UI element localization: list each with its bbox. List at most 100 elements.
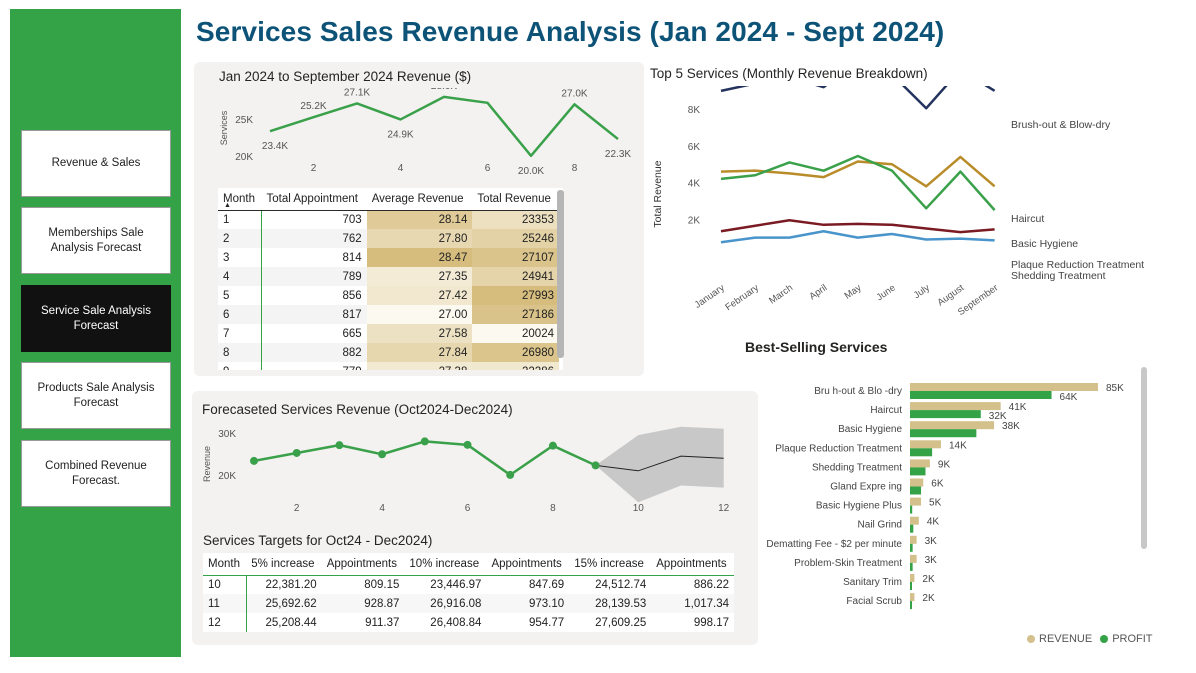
profit-bar bbox=[910, 486, 922, 495]
data-label: 24.9K bbox=[387, 129, 413, 140]
revenue-table: Month ▲ Total Appointment Average Revenu… bbox=[218, 188, 563, 370]
forecast-line bbox=[595, 455, 724, 472]
col-total-revenue[interactable]: Total Revenue bbox=[472, 188, 559, 211]
table-row[interactable]: 5 856 27.42 27993 bbox=[218, 286, 559, 305]
y-tick-label: 4K bbox=[688, 179, 701, 190]
confidence-band bbox=[595, 426, 724, 503]
table-cell: 11 bbox=[203, 594, 247, 613]
table-row[interactable]: 10 22,381.20 809.15 23,446.97 847.69 24,512.7… bbox=[203, 575, 734, 594]
data-point bbox=[292, 448, 301, 457]
x-tick-label: 8 bbox=[550, 503, 556, 514]
profit-bar bbox=[910, 562, 913, 571]
best-selling-scrollbar[interactable] bbox=[1141, 367, 1147, 549]
category-label: Dematting Fee - $2 per minute bbox=[766, 539, 902, 550]
table-cell: 6 bbox=[218, 305, 263, 324]
nav-memberships-forecast-button[interactable]: Memberships Sale Analysis Forecast bbox=[21, 207, 171, 274]
profit-bar bbox=[910, 429, 977, 438]
table-cell: 928.87 bbox=[321, 594, 405, 613]
table-row[interactable]: 12 25,208.44 911.37 26,408.84 954.77 27,609.2… bbox=[203, 613, 734, 632]
best-selling-legend: REVENUE PROFIT bbox=[1027, 633, 1153, 645]
table-row[interactable]: 3 814 28.47 27107 bbox=[218, 248, 559, 267]
x-tick-label: 6 bbox=[485, 163, 491, 174]
col-10pct-increase[interactable]: 10% increase bbox=[404, 553, 487, 576]
col-appointments-10pct[interactable]: Appointments bbox=[486, 553, 570, 576]
table-cell: 8 bbox=[218, 343, 263, 362]
table-row[interactable]: 2 762 27.80 25246 bbox=[218, 229, 559, 248]
x-tick-label: May bbox=[843, 282, 864, 301]
targets-table: Month 5% increase Appointments 10% incre… bbox=[203, 553, 734, 632]
nav-revenue-sales-button[interactable]: Revenue & Sales bbox=[21, 130, 171, 197]
table-cell: 20024 bbox=[472, 324, 559, 343]
col-5pct-increase[interactable]: 5% increase bbox=[246, 553, 322, 576]
revenue-bar bbox=[910, 459, 930, 468]
profit-bar bbox=[910, 524, 914, 533]
col-appointments-15pct[interactable]: Appointments bbox=[651, 553, 734, 576]
category-label: Sanitary Trim bbox=[843, 577, 902, 588]
revenue-data-label: 4K bbox=[927, 517, 940, 528]
table-cell: 27.35 bbox=[366, 267, 473, 286]
nav-products-forecast-button[interactable]: Products Sale Analysis Forecast bbox=[21, 362, 171, 429]
profit-bar bbox=[910, 410, 981, 419]
table-cell: 28,139.53 bbox=[569, 594, 652, 613]
col-total-appointment[interactable]: Total Appointment bbox=[261, 188, 367, 211]
y-tick-label: 20K bbox=[235, 152, 253, 163]
data-point bbox=[250, 456, 258, 465]
table-cell: 809.15 bbox=[321, 575, 405, 594]
x-tick-label: 12 bbox=[718, 503, 730, 514]
profit-bar bbox=[910, 505, 913, 514]
table-cell: 23353 bbox=[472, 210, 559, 229]
revenue-data-label: 2K bbox=[922, 593, 935, 604]
y-axis-label: Revenue bbox=[202, 446, 212, 482]
col-15pct-increase[interactable]: 15% increase bbox=[569, 553, 652, 576]
y-tick-label: 6K bbox=[688, 142, 701, 153]
table-cell: 9 bbox=[218, 362, 263, 370]
sort-ascending-icon: ▲ bbox=[224, 202, 231, 209]
profit-bar bbox=[910, 582, 912, 590]
table-row[interactable]: 8 882 27.84 26980 bbox=[218, 343, 559, 362]
table-cell: 954.77 bbox=[486, 613, 570, 632]
table-cell: 7 bbox=[218, 324, 263, 343]
x-tick-label: 10 bbox=[633, 503, 645, 514]
col-appointments-5pct[interactable]: Appointments bbox=[321, 553, 405, 576]
revenue-table-scrollbar[interactable] bbox=[557, 190, 564, 358]
profit-bar bbox=[910, 391, 1052, 399]
profit-legend-dot bbox=[1100, 635, 1109, 643]
table-row[interactable]: 4 789 27.35 24941 bbox=[218, 267, 559, 286]
nav-combined-forecast-button[interactable]: Combined Revenue Forecast. bbox=[21, 440, 171, 507]
y-tick-label: 8K bbox=[688, 105, 701, 116]
table-row[interactable]: 977927.3822286 bbox=[218, 362, 559, 370]
col-average-revenue[interactable]: Average Revenue bbox=[366, 188, 473, 211]
series-line bbox=[720, 154, 996, 211]
col-month-label: Month bbox=[223, 192, 255, 205]
data-point bbox=[335, 441, 344, 450]
profit-bar bbox=[910, 467, 926, 476]
table-row[interactable]: 1 703 28.14 23353 bbox=[218, 210, 559, 229]
revenue-data-label: 5K bbox=[929, 498, 942, 509]
table-cell: 779 bbox=[261, 362, 367, 370]
profit-bar bbox=[910, 543, 913, 552]
data-point bbox=[506, 470, 515, 479]
x-tick-label: February bbox=[723, 282, 761, 313]
table-cell: 762 bbox=[261, 229, 367, 248]
forecast-chart-title: Forecaseted Services Revenue (Oct2024-De… bbox=[202, 402, 513, 417]
y-tick-label: 20K bbox=[218, 471, 236, 482]
table-row[interactable]: 7 665 27.58 20024 bbox=[218, 324, 559, 343]
table-cell: 27186 bbox=[472, 305, 559, 324]
col-month[interactable]: Month bbox=[203, 553, 247, 576]
table-row[interactable]: 11 25,692.62 928.87 26,916.08 973.10 28,139.5… bbox=[203, 594, 734, 613]
top5-chart-title: Top 5 Services (Monthly Revenue Breakdow… bbox=[650, 66, 928, 81]
data-label: 22.3K bbox=[605, 149, 631, 160]
col-month[interactable]: Month ▲ bbox=[218, 188, 262, 211]
revenue-bar bbox=[910, 574, 915, 582]
revenue-data-label: 85K bbox=[1106, 383, 1124, 394]
table-cell: 703 bbox=[261, 210, 367, 229]
x-tick-label: 6 bbox=[465, 503, 471, 514]
table-cell: 1,017.34 bbox=[651, 594, 734, 613]
x-tick-label: April bbox=[807, 282, 829, 302]
data-label: 28.0K bbox=[431, 88, 457, 92]
x-tick-label: 8 bbox=[572, 163, 578, 174]
table-cell: 789 bbox=[261, 267, 367, 286]
nav-service-forecast-button[interactable]: Service Sale Analysis Forecast bbox=[21, 285, 171, 352]
table-row[interactable]: 6 817 27.00 27186 bbox=[218, 305, 559, 324]
table-cell: 1 bbox=[218, 210, 263, 229]
